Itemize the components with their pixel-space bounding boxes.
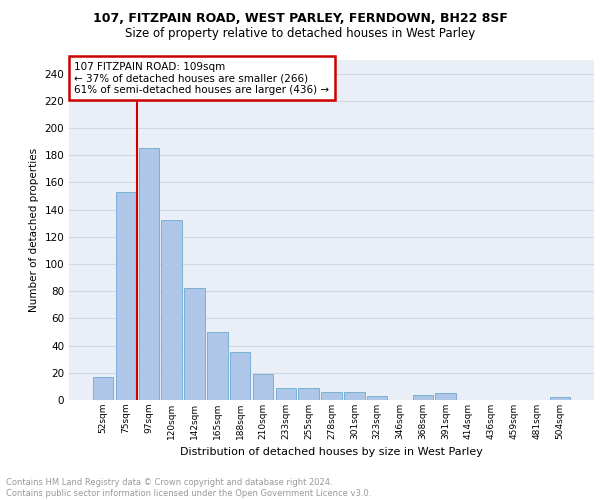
Text: 107 FITZPAIN ROAD: 109sqm
← 37% of detached houses are smaller (266)
61% of semi: 107 FITZPAIN ROAD: 109sqm ← 37% of detac…	[74, 62, 329, 95]
Text: Size of property relative to detached houses in West Parley: Size of property relative to detached ho…	[125, 28, 475, 40]
Bar	[230, 352, 250, 400]
Bar	[298, 388, 319, 400]
Bar	[207, 332, 227, 400]
Bar	[253, 374, 273, 400]
Bar	[184, 288, 205, 400]
Bar	[275, 388, 296, 400]
Bar	[161, 220, 182, 400]
Bar	[367, 396, 388, 400]
Bar	[344, 392, 365, 400]
Bar	[550, 398, 570, 400]
Bar	[93, 377, 113, 400]
Bar	[436, 393, 456, 400]
X-axis label: Distribution of detached houses by size in West Parley: Distribution of detached houses by size …	[180, 448, 483, 458]
Bar	[116, 192, 136, 400]
Bar	[413, 394, 433, 400]
Text: Contains HM Land Registry data © Crown copyright and database right 2024.
Contai: Contains HM Land Registry data © Crown c…	[6, 478, 371, 498]
Bar	[321, 392, 342, 400]
Bar	[139, 148, 159, 400]
Y-axis label: Number of detached properties: Number of detached properties	[29, 148, 39, 312]
Text: 107, FITZPAIN ROAD, WEST PARLEY, FERNDOWN, BH22 8SF: 107, FITZPAIN ROAD, WEST PARLEY, FERNDOW…	[92, 12, 508, 26]
